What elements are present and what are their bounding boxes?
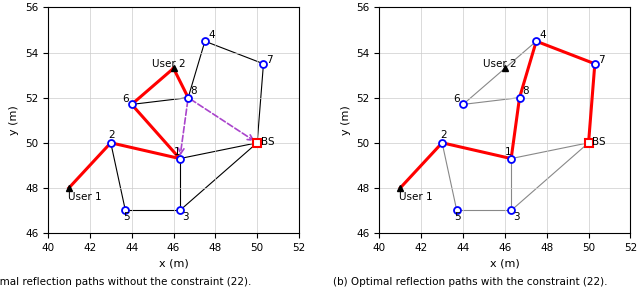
Text: User 1: User 1 [68, 192, 102, 202]
Text: BS: BS [261, 137, 275, 147]
Text: User 2: User 2 [152, 59, 185, 69]
Text: (b) Optimal reflection paths with the constraint (22).: (b) Optimal reflection paths with the co… [333, 277, 607, 287]
Text: 2: 2 [109, 130, 115, 140]
Text: BS: BS [593, 137, 606, 147]
Text: 1: 1 [505, 147, 511, 157]
Text: 2: 2 [440, 130, 447, 140]
Text: 5: 5 [124, 212, 130, 222]
Text: 5: 5 [454, 212, 461, 222]
Text: 3: 3 [182, 212, 189, 222]
Text: 3: 3 [513, 212, 520, 222]
Text: User 1: User 1 [399, 192, 433, 202]
Text: 4: 4 [540, 30, 546, 40]
Text: 6: 6 [454, 94, 460, 104]
Text: 4: 4 [208, 30, 214, 40]
Text: User 2: User 2 [483, 59, 516, 69]
Text: 7: 7 [267, 55, 273, 65]
Y-axis label: y (m): y (m) [10, 105, 19, 135]
Text: 1: 1 [173, 147, 180, 157]
Y-axis label: y (m): y (m) [341, 105, 351, 135]
X-axis label: x (m): x (m) [159, 258, 188, 268]
Text: 6: 6 [122, 94, 129, 104]
Text: (a) Optimal reflection paths without the constraint (22).: (a) Optimal reflection paths without the… [0, 277, 252, 287]
Text: 8: 8 [522, 86, 529, 96]
Text: 8: 8 [191, 86, 197, 96]
Text: 7: 7 [598, 55, 605, 65]
X-axis label: x (m): x (m) [490, 258, 520, 268]
